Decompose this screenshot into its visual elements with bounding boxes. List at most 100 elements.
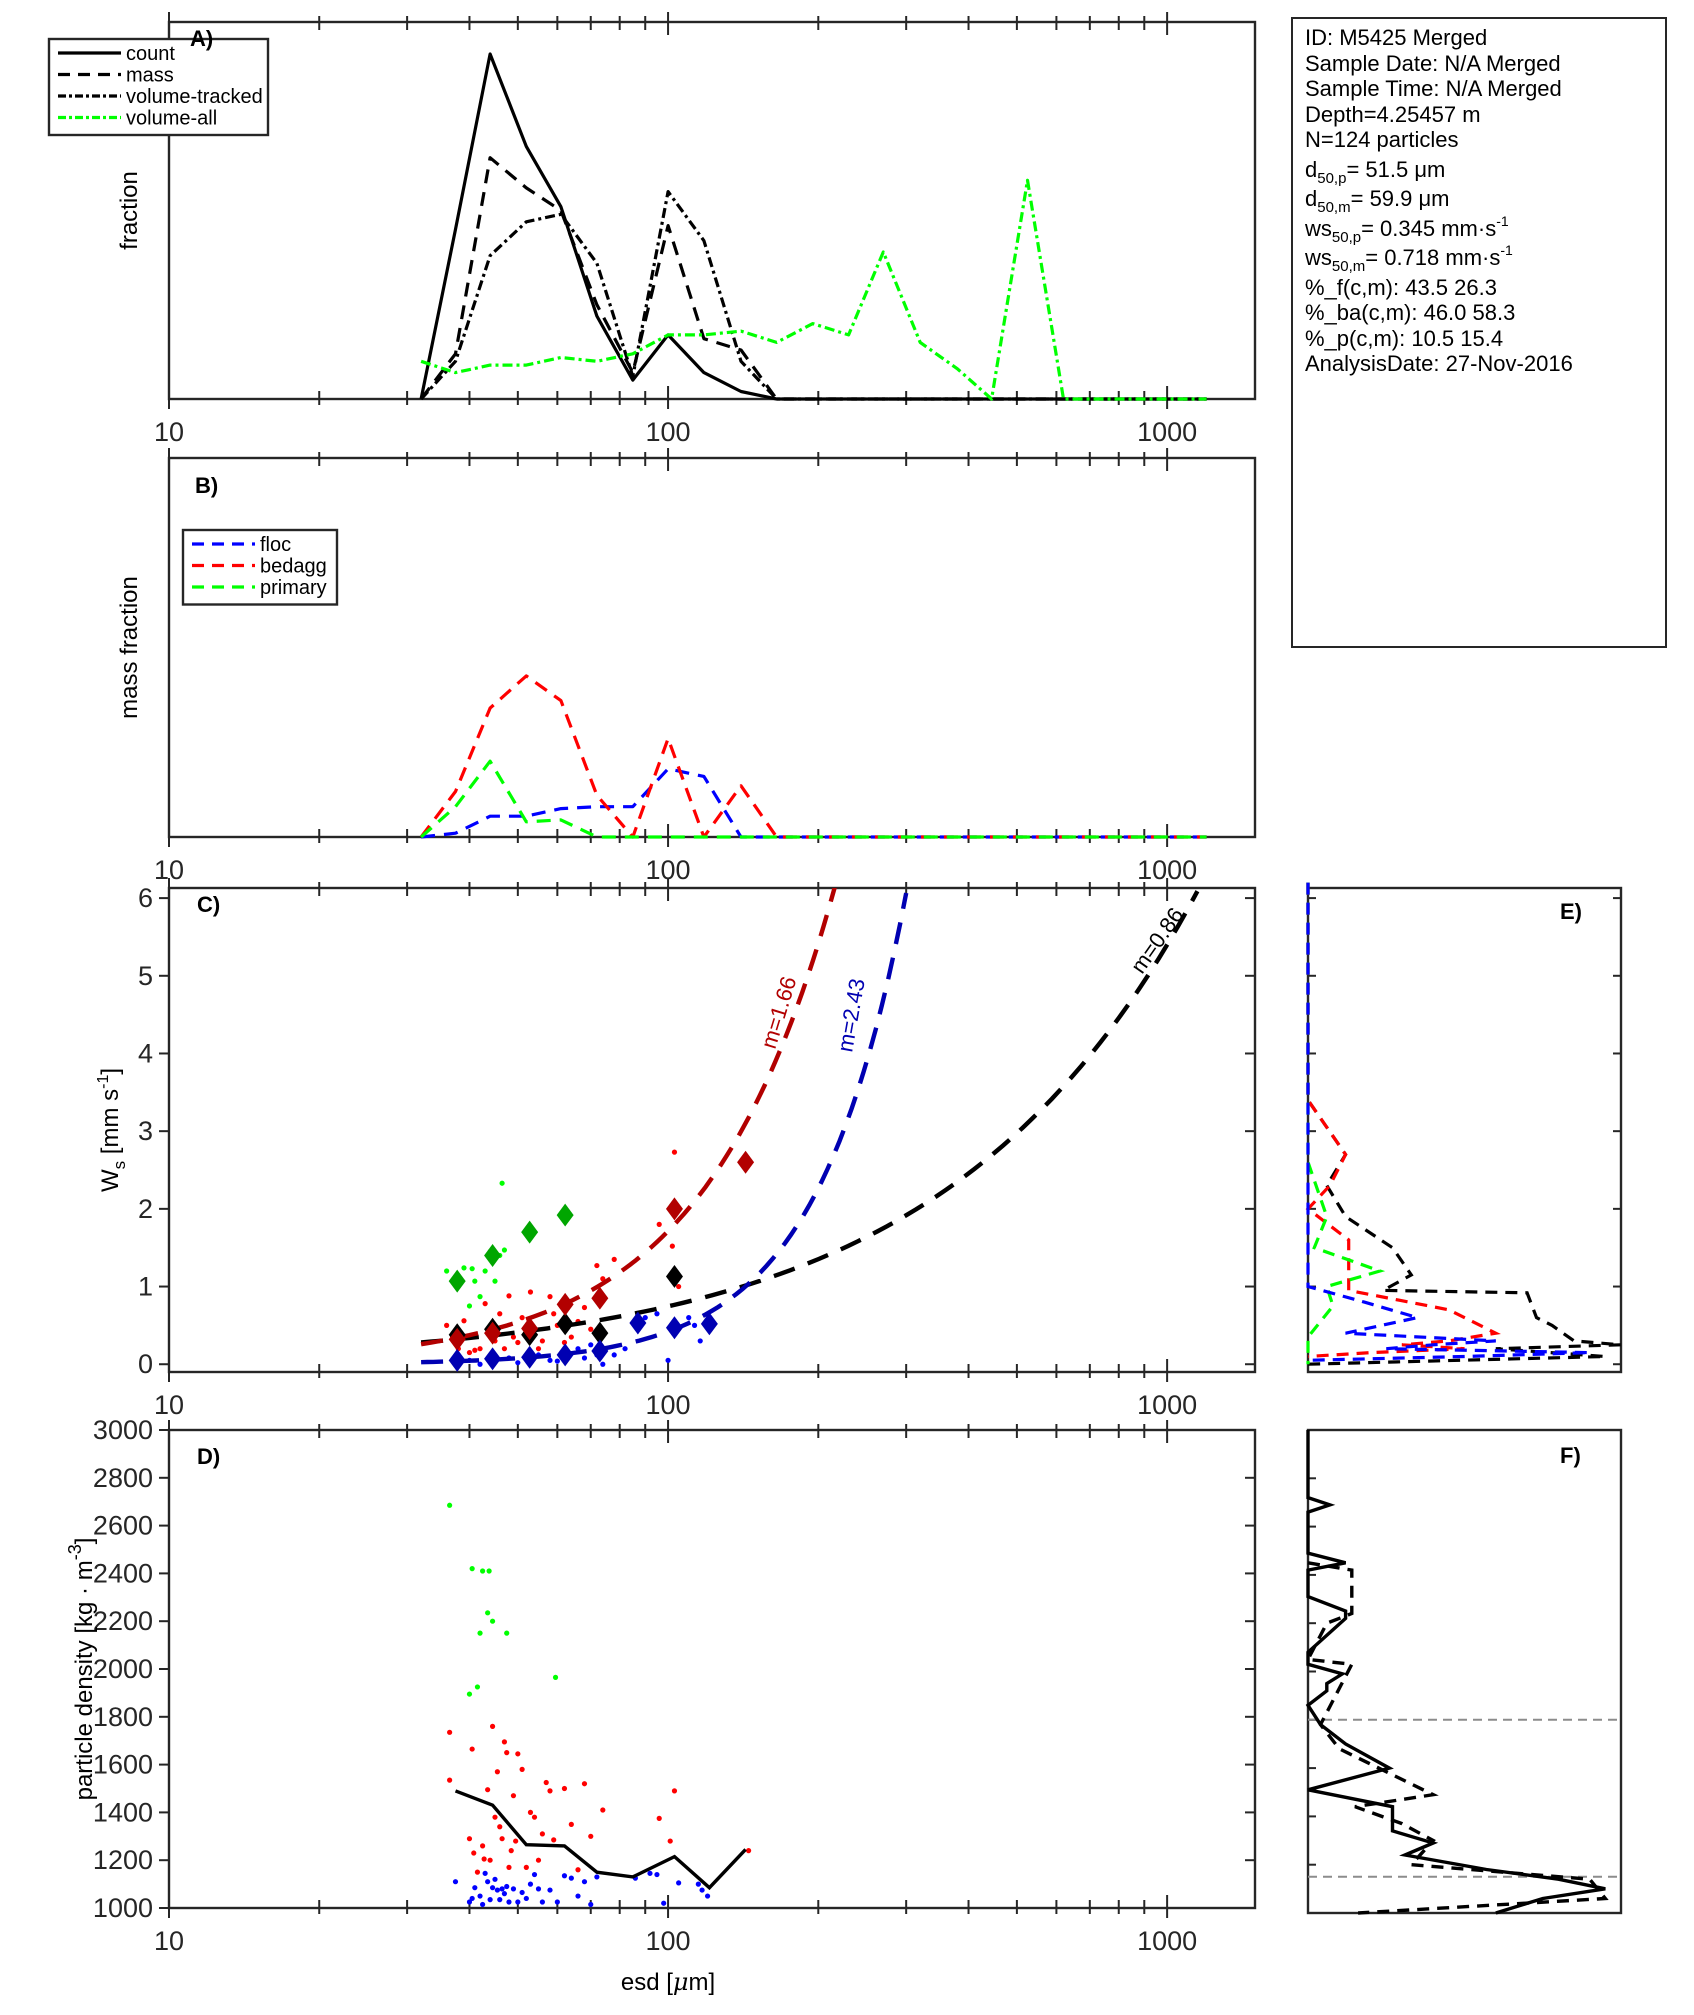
point-bedagg (656, 1815, 662, 1821)
point-floc (485, 1879, 491, 1885)
point-primary (466, 1303, 473, 1309)
axes-frame (167, 456, 1257, 839)
legend-label-count: count (126, 43, 175, 65)
ws50p-value: = 0.345 mm·s (1361, 215, 1497, 241)
point-floc (594, 1874, 600, 1880)
axes-frame (167, 1428, 1257, 1910)
info-d50p: d50,p= 51.5 μm (1305, 157, 1573, 186)
mean-diamond-bedagg (448, 1327, 466, 1351)
fit-all-label: m=0.86 (1126, 903, 1189, 978)
point-bedagg (656, 1221, 662, 1227)
x-ticks (168, 878, 1169, 1382)
y-tick-label: 1600 (93, 1750, 153, 1780)
point-primary (474, 1684, 481, 1690)
point-floc (466, 1899, 473, 1905)
profile-all (1306, 882, 1622, 1366)
point-bedagg (531, 1814, 538, 1820)
mean-diamond-bedagg (665, 1197, 683, 1221)
point-bedagg (594, 1262, 600, 1269)
point-primary (469, 1266, 475, 1272)
x-tick-label: 10 (154, 1926, 184, 1956)
point-bedagg (676, 1283, 682, 1290)
mean-diamond-floc (556, 1343, 574, 1367)
profile-primary (1306, 882, 1386, 1365)
point-bedagg (535, 1346, 542, 1352)
point-floc (492, 1876, 498, 1882)
point-bedagg (487, 1857, 493, 1863)
legend-box (181, 528, 339, 606)
mean-diamond-primary (521, 1220, 539, 1244)
point-bedagg (513, 1838, 519, 1844)
point-bedagg (508, 1848, 514, 1854)
point-bedagg (466, 1349, 473, 1356)
point-bedagg (481, 1856, 487, 1862)
point-bedagg (588, 1833, 594, 1839)
ylabel-sup: -3 (65, 1544, 85, 1560)
x-ticks (168, 1420, 1169, 1918)
point-bedagg (581, 1304, 588, 1311)
legend-box (47, 37, 270, 137)
point-floc (499, 1886, 505, 1892)
point-primary (485, 1610, 491, 1616)
point-bedagg (482, 1301, 488, 1307)
point-floc (647, 1870, 653, 1876)
y-tick-label: 3 (138, 1116, 153, 1146)
point-floc (519, 1889, 525, 1896)
x-axis-label: esd [μm] (621, 1968, 715, 1996)
x-tick-label: 100 (646, 1390, 691, 1420)
point-primary (489, 1618, 496, 1624)
panel-label-e: E) (1560, 899, 1582, 924)
y-tick-label: 1 (138, 1272, 153, 1302)
point-floc (515, 1899, 521, 1905)
point-bedagg (539, 1831, 545, 1837)
point-floc (527, 1881, 534, 1887)
point-floc (482, 1870, 488, 1876)
ylabel-main: W (97, 1169, 124, 1192)
panel-label-f: F) (1560, 1443, 1581, 1468)
fit-floc-label: m=2.43 (832, 977, 869, 1054)
info-n-particles: N=124 particles (1305, 127, 1459, 152)
point-bedagg (547, 1788, 553, 1794)
point-bedagg (535, 1857, 542, 1863)
mean-diamond-bedagg (591, 1286, 609, 1310)
point-floc (480, 1901, 486, 1908)
point-primary (444, 1268, 450, 1274)
point-floc (642, 1315, 648, 1321)
x-tick-label: 1000 (1137, 417, 1197, 447)
ylabel-text: particle density [kg · m (71, 1560, 98, 1800)
point-floc (622, 1346, 628, 1352)
point-bedagg (527, 1809, 534, 1815)
point-primary (477, 1294, 483, 1300)
point-bedagg (515, 1751, 521, 1757)
point-floc (489, 1885, 496, 1891)
point-primary (486, 1568, 492, 1574)
point-bedagg (519, 1315, 525, 1321)
point-floc (554, 1358, 560, 1364)
y-axis-label: particle density [kg · m-3] (65, 1538, 98, 1801)
point-floc (568, 1875, 574, 1881)
panel-d: 10 100 1000 1000 1200 1400 1600 1800 2000 2200 240… (65, 1415, 1257, 1996)
x-tick-label: 10 (154, 417, 184, 447)
ylabel-close: ] (97, 1068, 124, 1075)
panel-c: 10 100 1000 0 1 2 3 4 5 6 m=0.86 m=1.66 m=2.43 Ws [mm… (95, 878, 1257, 1420)
mean-diamond-bedagg (737, 1150, 755, 1174)
point-primary (501, 1247, 508, 1253)
ylabel-sub: s (110, 1161, 129, 1170)
point-bedagg (469, 1746, 475, 1752)
point-bedagg (461, 1318, 467, 1324)
y-tick-label: 2400 (93, 1558, 153, 1588)
point-floc (497, 1897, 503, 1903)
point-floc (654, 1871, 660, 1878)
info-sample-date: Sample Date: N/A Merged (1305, 50, 1561, 76)
point-floc (699, 1887, 705, 1893)
mean-diamond-floc (521, 1345, 539, 1369)
legend-label-mass: mass (126, 65, 174, 87)
panel-label-c: C) (197, 892, 220, 917)
point-bedagg (561, 1785, 568, 1792)
point-primary (461, 1265, 467, 1271)
info-pct-p: %_p(c,m): 10.5 15.4 (1305, 325, 1504, 351)
ws50p-sub: 50,p (1331, 228, 1362, 246)
point-floc (695, 1881, 701, 1887)
series-line-floc (420, 767, 1207, 839)
